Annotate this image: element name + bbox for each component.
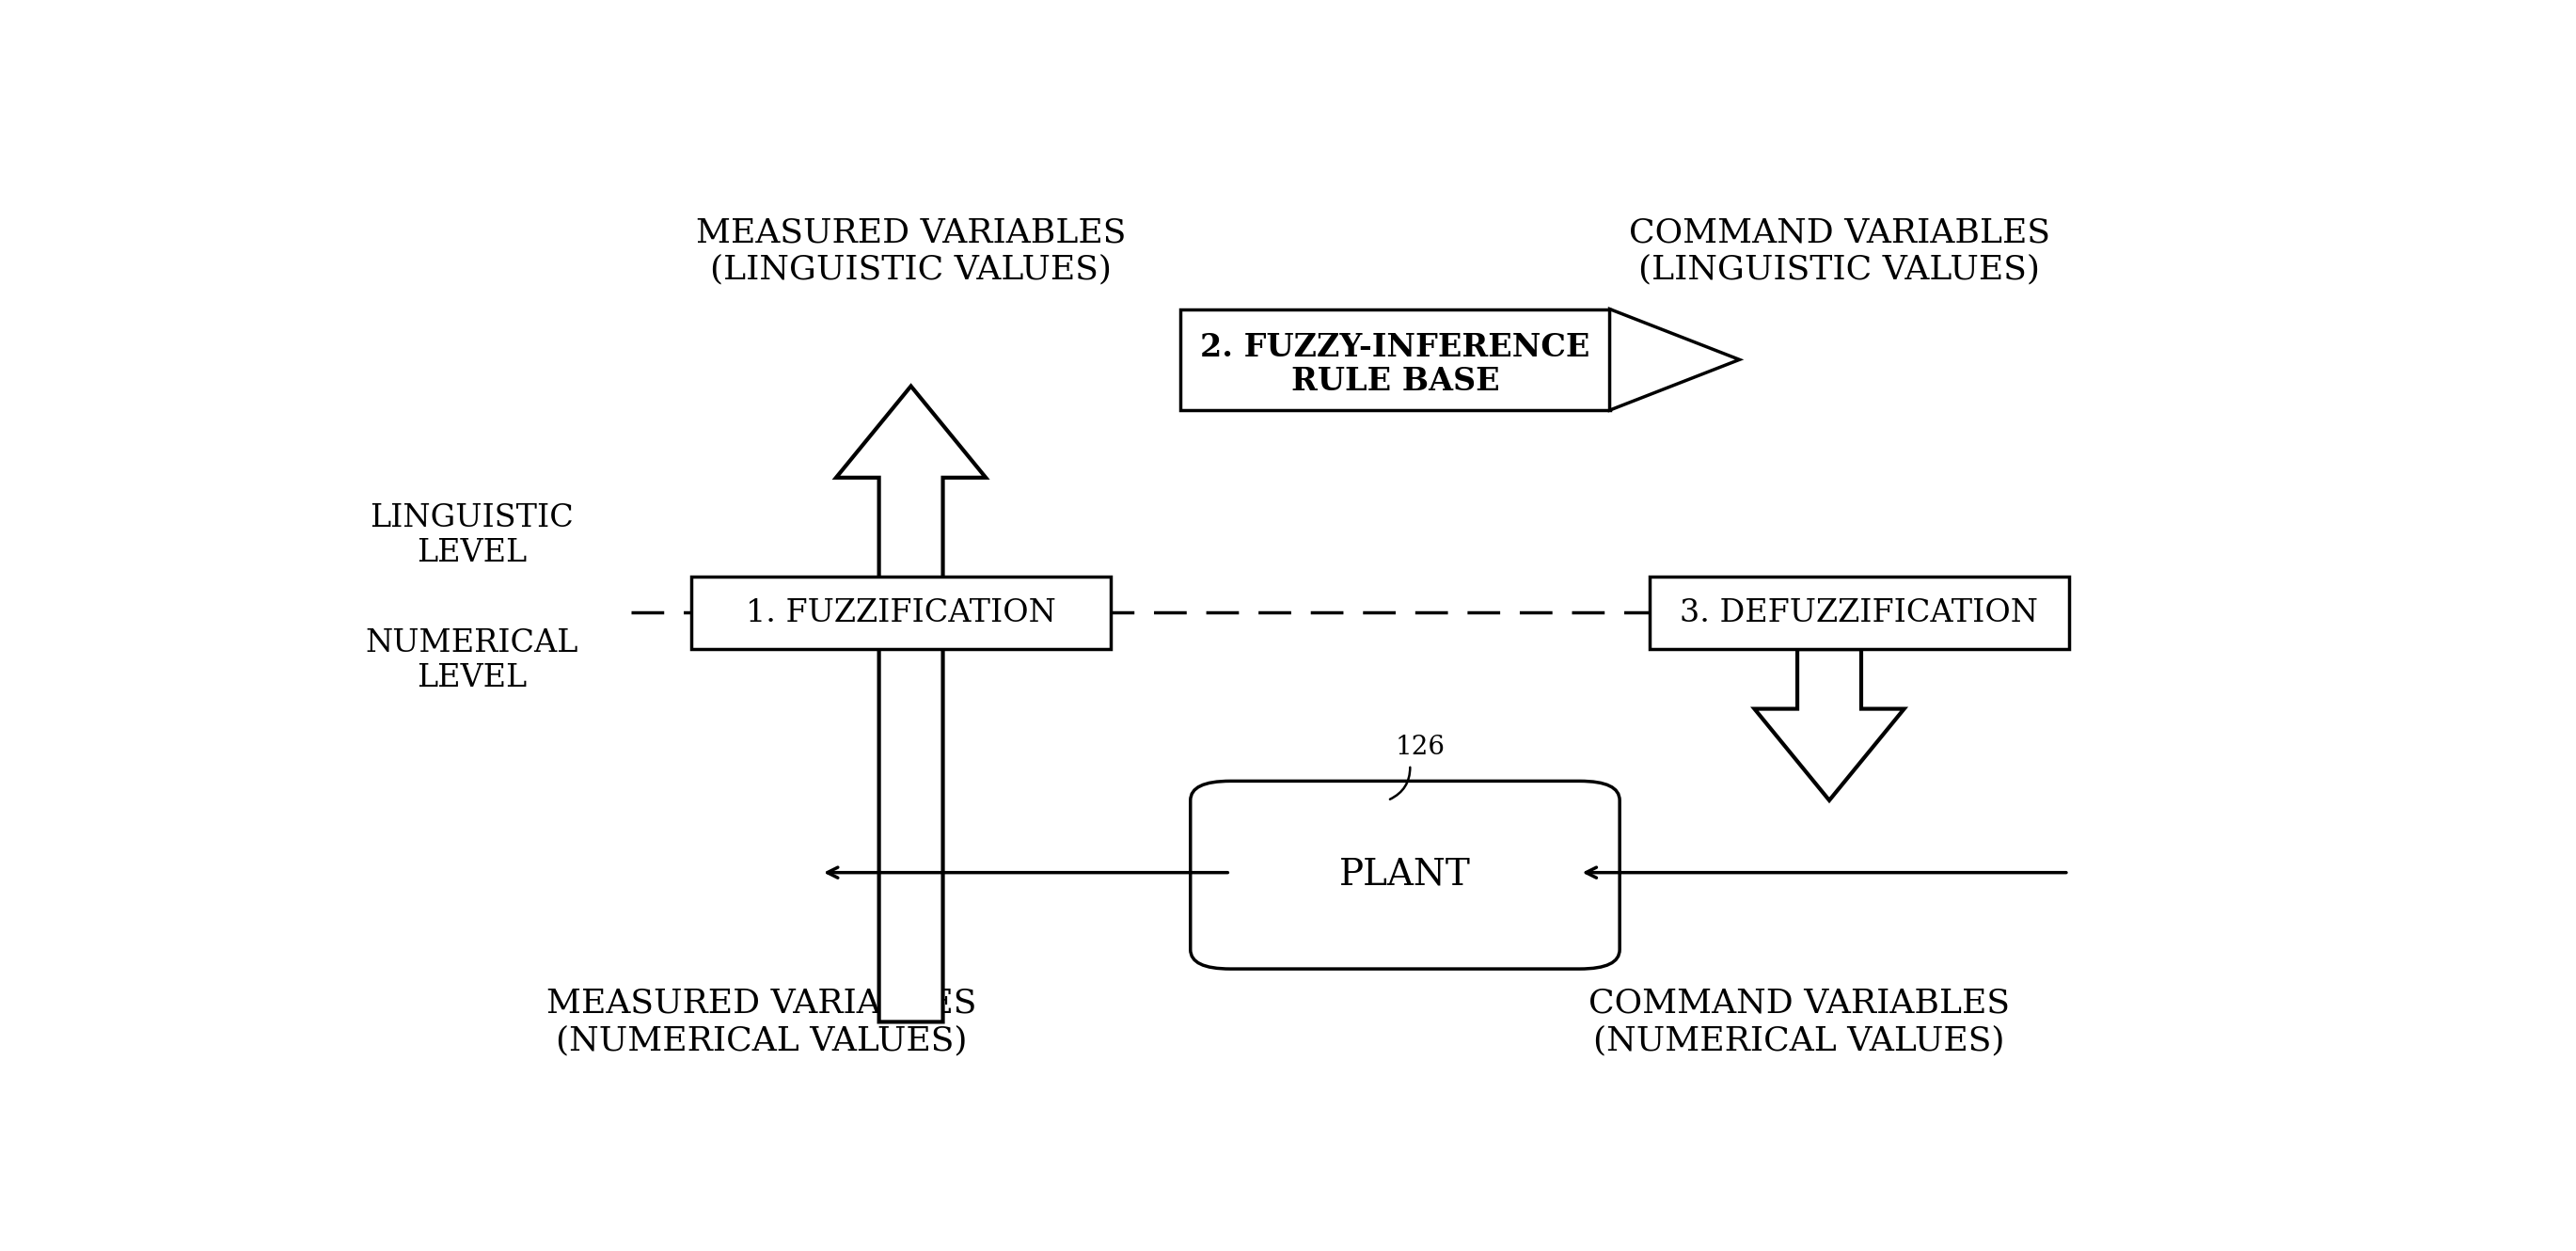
Text: 3. DEFUZZIFICATION: 3. DEFUZZIFICATION bbox=[1680, 598, 2038, 628]
Text: MEASURED VARIABLES
(NUMERICAL VALUES): MEASURED VARIABLES (NUMERICAL VALUES) bbox=[546, 987, 976, 1056]
FancyBboxPatch shape bbox=[1190, 781, 1620, 968]
Polygon shape bbox=[837, 387, 987, 1022]
Text: LINGUISTIC
LEVEL: LINGUISTIC LEVEL bbox=[371, 503, 574, 568]
Text: COMMAND VARIABLES
(NUMERICAL VALUES): COMMAND VARIABLES (NUMERICAL VALUES) bbox=[1589, 987, 2009, 1056]
Bar bbox=[1649, 577, 2069, 649]
Text: RULE BASE: RULE BASE bbox=[1291, 367, 1499, 398]
Text: 2. FUZZY-INFERENCE: 2. FUZZY-INFERENCE bbox=[1200, 332, 1589, 363]
Text: MEASURED VARIABLES
(LINGUISTIC VALUES): MEASURED VARIABLES (LINGUISTIC VALUES) bbox=[696, 216, 1126, 285]
Bar bbox=[690, 577, 1110, 649]
Polygon shape bbox=[1610, 309, 1739, 410]
Text: NUMERICAL
LEVEL: NUMERICAL LEVEL bbox=[366, 628, 577, 693]
Text: 1. FUZZIFICATION: 1. FUZZIFICATION bbox=[747, 598, 1056, 628]
Text: 126: 126 bbox=[1396, 734, 1445, 761]
Bar bbox=[1180, 309, 1610, 410]
Text: PLANT: PLANT bbox=[1340, 858, 1471, 892]
Text: COMMAND VARIABLES
(LINGUISTIC VALUES): COMMAND VARIABLES (LINGUISTIC VALUES) bbox=[1628, 216, 2050, 285]
Polygon shape bbox=[1754, 649, 1904, 801]
